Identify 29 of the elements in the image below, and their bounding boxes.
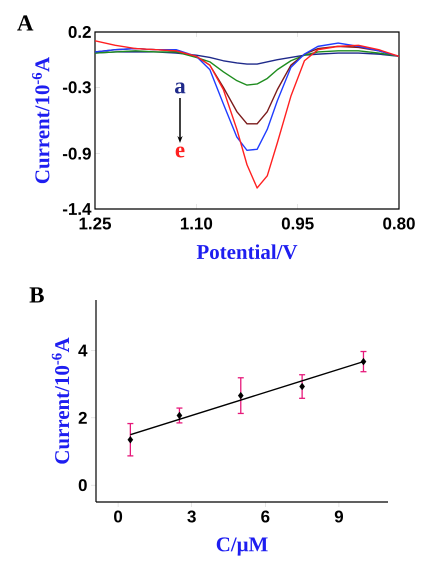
chart-title: A bbox=[17, 15, 34, 30]
x-tick-label: 0.95 bbox=[282, 218, 314, 230]
chart-title: B bbox=[30, 287, 44, 302]
x-tick-label: 0 bbox=[114, 510, 122, 523]
x-tick-label: 1.25 bbox=[80, 218, 112, 230]
x-tick-label: 3 bbox=[187, 510, 196, 523]
y-tick-label: -0.9 bbox=[62, 148, 91, 160]
x-tick-label: 1.10 bbox=[180, 218, 212, 230]
y-tick-label: 2 bbox=[78, 412, 87, 424]
point bbox=[299, 382, 305, 390]
y-tick-label: 4 bbox=[78, 344, 88, 356]
point bbox=[176, 412, 182, 420]
point bbox=[128, 436, 134, 444]
annotation: a bbox=[175, 82, 186, 94]
x-axis-title: C/μM bbox=[216, 537, 268, 556]
annotation: e bbox=[176, 146, 184, 158]
point bbox=[360, 358, 366, 366]
y-tick-label: -1.4 bbox=[62, 203, 92, 215]
point bbox=[238, 392, 244, 400]
y-tick-label: 0.2 bbox=[68, 26, 91, 38]
x-axis-title: Potential/V bbox=[196, 244, 298, 260]
y-axis-title: Current/10$^{-6}$A bbox=[32, 56, 50, 184]
y-tick-label: -0.3 bbox=[62, 81, 91, 94]
x-tick-label: 9 bbox=[334, 510, 344, 523]
y-axis-title: Current/10$^{-6}$A bbox=[52, 337, 70, 464]
x-tick-label: 0.80 bbox=[383, 218, 415, 230]
y-tick-label: 0 bbox=[78, 479, 87, 492]
x-tick-label: 6 bbox=[261, 510, 270, 523]
line-series bbox=[94, 40, 399, 189]
